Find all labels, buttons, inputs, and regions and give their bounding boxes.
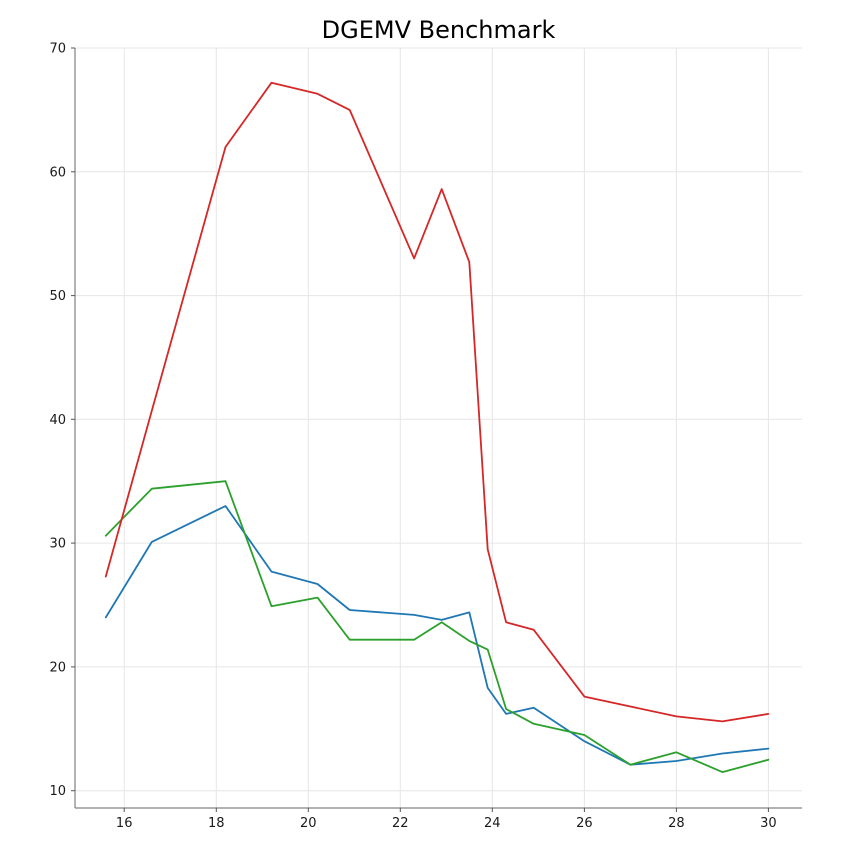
blue-series-line (104, 505, 770, 766)
x-tick-label: 18 (208, 816, 225, 831)
red-series-line (104, 81, 770, 723)
x-tick-label: 24 (484, 816, 501, 831)
y-tick-label: 60 (49, 165, 66, 180)
x-tick-label: 28 (668, 816, 685, 831)
x-tick-label: 16 (116, 816, 133, 831)
chart-title: DGEMV Benchmark (321, 16, 556, 44)
x-tick-label: 26 (576, 816, 593, 831)
x-tick-label: 22 (392, 816, 409, 831)
tick-labels: 10 20 30 40 50 60 70 16 18 20 22 24 26 28 30 (49, 42, 776, 832)
y-tick-label: 50 (49, 289, 66, 304)
x-tick-label: 20 (300, 816, 317, 831)
y-tick-label: 70 (49, 42, 66, 57)
axis-ticks (71, 47, 769, 812)
series-lines (104, 81, 770, 773)
y-tick-label: 20 (49, 660, 66, 675)
y-tick-label: 40 (49, 413, 66, 428)
y-tick-label: 10 (49, 784, 66, 799)
y-tick-label: 30 (49, 537, 66, 552)
axes-spines (74, 48, 802, 809)
green-series-line (104, 480, 770, 773)
x-tick-label: 30 (760, 816, 777, 831)
gridlines (75, 47, 802, 808)
